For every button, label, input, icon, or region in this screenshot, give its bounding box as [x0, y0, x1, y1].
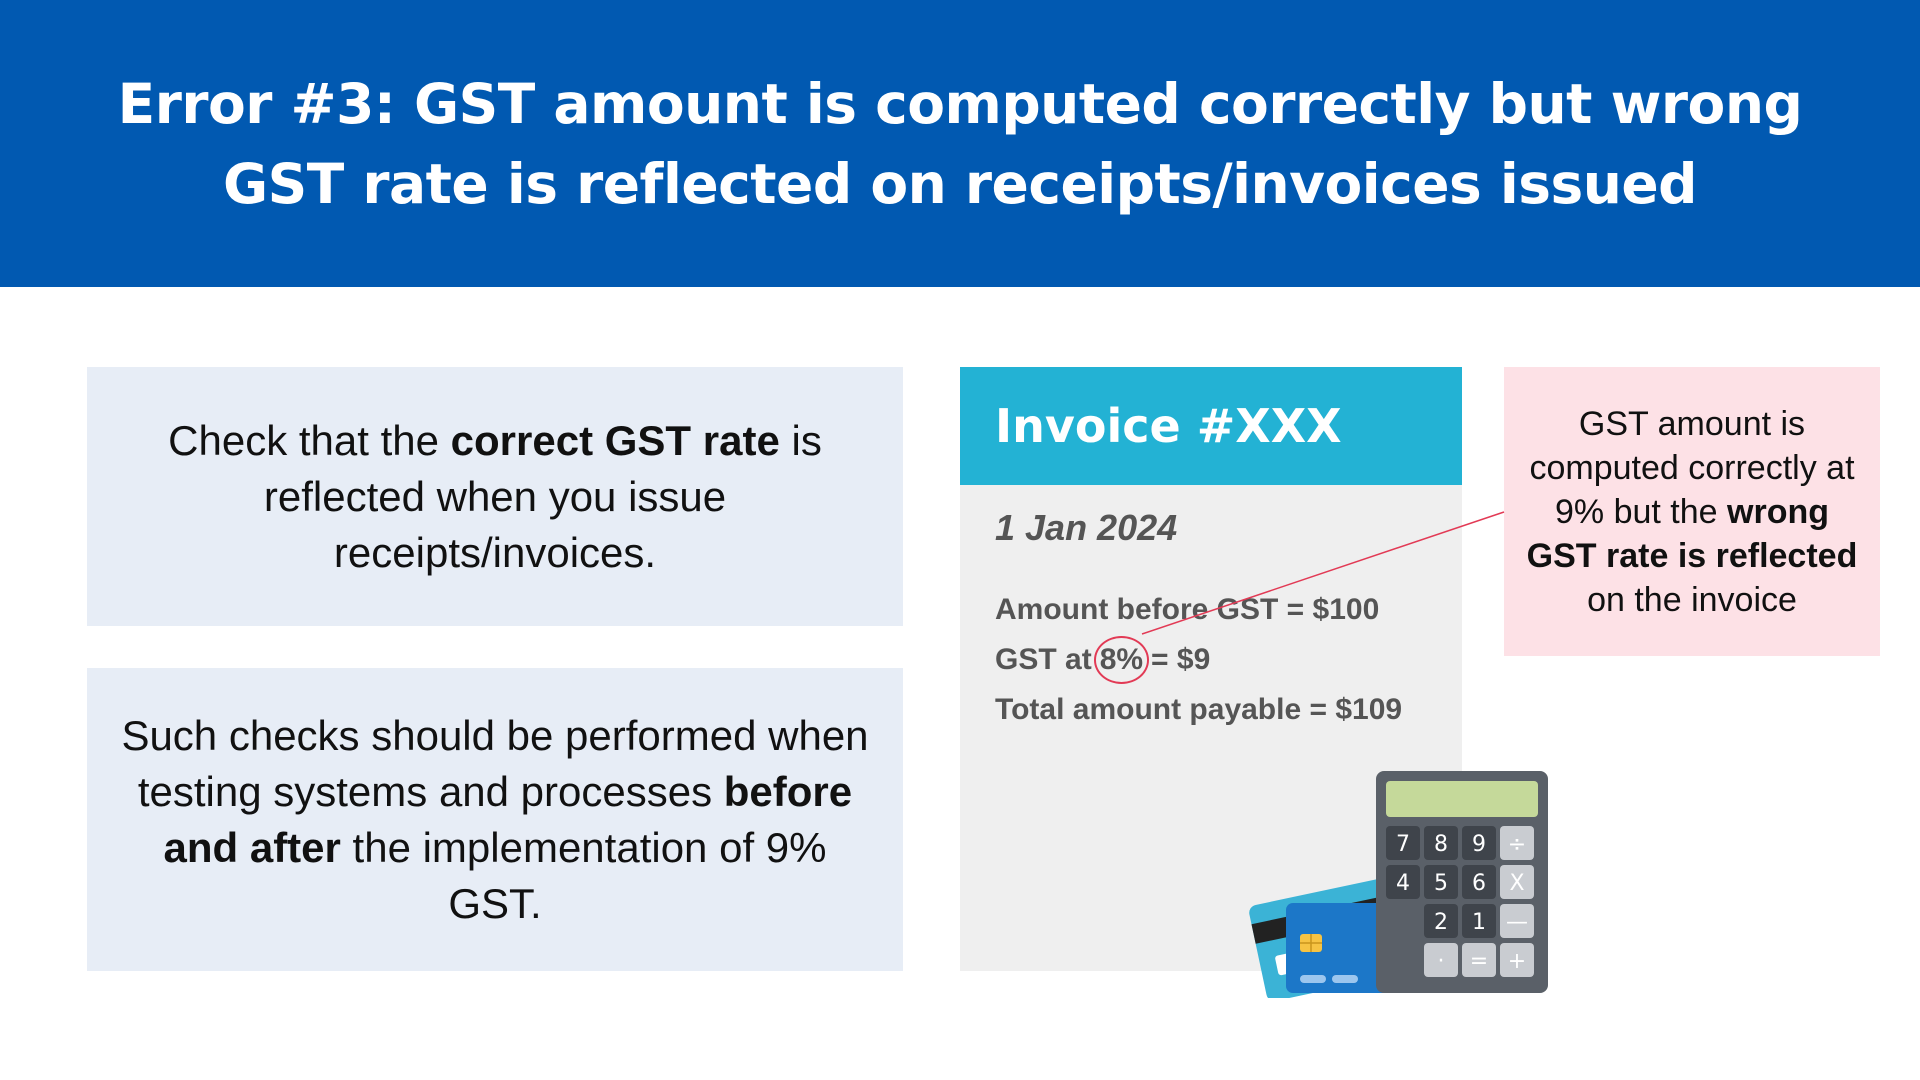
invoice-line-amount: Amount before GST = $100 — [995, 593, 1380, 626]
slide-header: Error #3: GST amount is computed correct… — [0, 0, 1920, 287]
calculator-key-label: 7 — [1396, 832, 1410, 857]
calculator-key-label: 1 — [1472, 910, 1486, 935]
calculator-key-label: — — [1506, 910, 1528, 935]
calculator-key — [1462, 865, 1496, 899]
testing-panel: Such checks should be performed when tes… — [87, 668, 903, 971]
calculator-key — [1462, 826, 1496, 860]
calculator-key — [1462, 943, 1496, 977]
calculator-key-label: X — [1509, 871, 1524, 896]
calculator-key — [1500, 826, 1534, 860]
calculator-key — [1424, 943, 1458, 977]
testing-emphasis: before and after — [163, 767, 853, 871]
calculator-key — [1424, 904, 1458, 938]
cards-and-calculator-icon: 7 8 9 ÷ 4 5 6 X 2 1 — · = + — [1249, 771, 1548, 998]
calculator-key-label: 5 — [1434, 871, 1448, 896]
invoice-line-total: Total amount payable = $109 — [995, 693, 1403, 726]
invoice-date: 1 Jan 2024 — [995, 507, 1178, 548]
invoice-title: Invoice #XXX — [995, 399, 1342, 453]
calculator-key — [1386, 865, 1420, 899]
testing-text: Such checks should be performed when tes… — [121, 711, 869, 927]
calculator-key-label: 8 — [1434, 832, 1448, 857]
calculator-key — [1500, 943, 1534, 977]
calculator-key — [1462, 904, 1496, 938]
check-rate-emphasis: correct GST rate — [450, 416, 780, 464]
callout-text: GST amount is computed correctly at 9% b… — [1526, 404, 1858, 619]
invoice-lines: Amount before GST = $100 GST at 8% = $9 To… — [995, 585, 1402, 735]
calculator-key — [1386, 826, 1420, 860]
calculator-key — [1424, 865, 1458, 899]
calculator-keys: 7 8 9 ÷ 4 5 6 X 2 1 — · = + — [1386, 826, 1534, 977]
invoice-header: Invoice #XXX — [960, 367, 1462, 485]
invoice-line-gst: GST at 8% = $9 — [995, 635, 1402, 685]
calculator-key-label: + — [1508, 949, 1526, 974]
check-rate-text: Check that the correct GST rate is refle… — [168, 416, 822, 576]
calculator-key-label: · — [1438, 949, 1445, 974]
wrong-rate-highlight: 8% — [1093, 636, 1150, 684]
callout-emphasis: wrong GST rate is reflected — [1526, 492, 1858, 575]
check-rate-panel: Check that the correct GST rate is refle… — [87, 367, 903, 626]
calculator-key-label: 4 — [1396, 871, 1410, 896]
calculator-key-label: ÷ — [1508, 832, 1526, 857]
calculator-key — [1424, 826, 1458, 860]
calculator-key-label: 9 — [1472, 832, 1486, 857]
calculator-key-label: 6 — [1472, 871, 1486, 896]
slide-title: Error #3: GST amount is computed correct… — [117, 71, 1803, 216]
calculator-key — [1500, 865, 1534, 899]
calculator-key-label: = — [1470, 949, 1488, 974]
calculator-key-label: 2 — [1434, 910, 1448, 935]
callout-note: GST amount is computed correctly at 9% b… — [1504, 367, 1880, 656]
calculator-key — [1500, 904, 1534, 938]
